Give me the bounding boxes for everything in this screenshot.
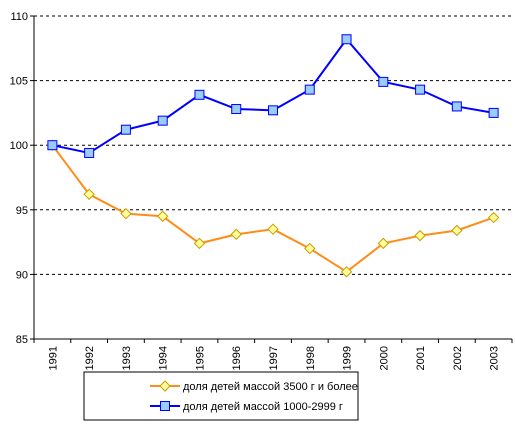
x-tick-label-1993: 1993 xyxy=(121,346,133,370)
data-point-1998 xyxy=(304,84,315,95)
x-tick-label-2003: 2003 xyxy=(489,346,501,370)
legend: доля детей массой 3500 г и более доля дет… xyxy=(83,371,359,421)
x-tick-label-1999: 1999 xyxy=(342,346,354,370)
legend-marker-1 xyxy=(159,380,171,392)
data-point-1993 xyxy=(120,207,132,220)
y-tick-label-95: 95 xyxy=(16,205,28,217)
series-1 xyxy=(46,139,500,278)
series-line-1 xyxy=(51,144,494,274)
data-point-1999 xyxy=(340,266,353,278)
x-tick-labels: 1991 1992 1993 1994 1995 1996 1997 1998 1999 2000… xyxy=(47,346,500,370)
y-tick-label-100: 100 xyxy=(10,140,28,152)
data-point-1994 xyxy=(156,210,169,222)
x-tick-label-2000: 2000 xyxy=(378,346,390,370)
data-point-2001 xyxy=(415,84,426,95)
data-point-1992 xyxy=(83,188,95,201)
series-2 xyxy=(47,34,499,158)
grid-lines xyxy=(34,15,512,275)
legend-label-1: доля детей массой 3500 г и более xyxy=(183,381,358,393)
axes xyxy=(30,15,513,343)
data-point-1997 xyxy=(267,223,279,235)
series xyxy=(46,34,500,278)
data-point-1992 xyxy=(84,147,95,158)
x-tick-label-1994: 1994 xyxy=(158,346,170,370)
data-point-2000 xyxy=(378,76,389,87)
x-tick-label-1995: 1995 xyxy=(194,346,206,370)
data-point-1996 xyxy=(231,104,242,115)
x-tick-label-2002: 2002 xyxy=(452,346,464,370)
data-point-2001 xyxy=(414,229,426,242)
y-tick-label-85: 85 xyxy=(16,334,28,346)
x-tick-label-1998: 1998 xyxy=(305,346,317,370)
y-tick-labels: 85 90 95 100 105 110 xyxy=(10,11,28,346)
data-point-1993 xyxy=(120,124,131,135)
data-point-2000 xyxy=(377,237,390,250)
data-point-1994 xyxy=(157,115,168,126)
data-point-1997 xyxy=(268,105,278,116)
series-line-2 xyxy=(52,37,494,155)
data-point-1995 xyxy=(194,89,205,100)
data-point-1998 xyxy=(304,242,316,255)
data-point-2003 xyxy=(487,211,500,224)
legend-label-2: доля детей массой 1000-2999 г xyxy=(183,401,343,413)
legend-box xyxy=(83,371,359,421)
x-tick-label-2001: 2001 xyxy=(415,346,427,370)
x-tick-label-1992: 1992 xyxy=(84,346,96,370)
data-point-2003 xyxy=(488,107,499,118)
legend-marker-2 xyxy=(160,401,170,411)
y-tick-label-105: 105 xyxy=(10,76,28,88)
x-tick-label-1991: 1991 xyxy=(47,346,59,370)
x-tick-label-1997: 1997 xyxy=(268,346,280,370)
x-tick-label-1996: 1996 xyxy=(231,346,243,370)
data-point-1991 xyxy=(47,140,58,151)
data-point-2002 xyxy=(451,224,463,237)
y-tick-label-110: 110 xyxy=(10,11,28,23)
data-point-1995 xyxy=(193,237,206,250)
data-point-1996 xyxy=(230,228,242,241)
data-point-2002 xyxy=(451,101,462,112)
y-tick-label-90: 90 xyxy=(16,269,28,281)
data-point-1999 xyxy=(341,34,352,45)
